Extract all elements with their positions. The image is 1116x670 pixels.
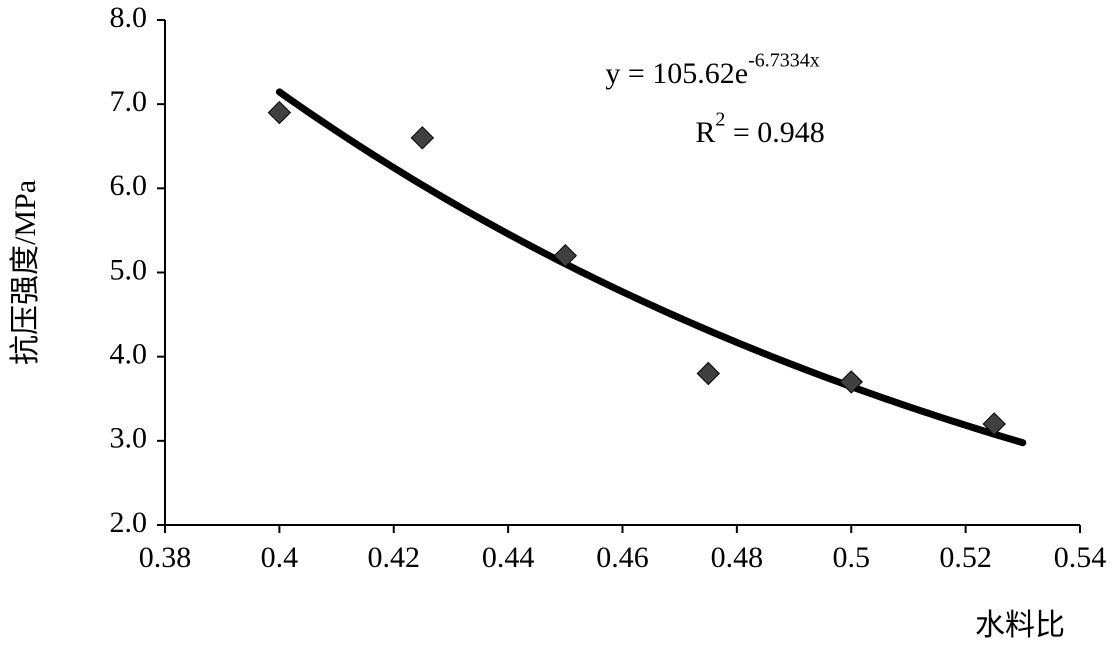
data-point-marker (268, 102, 290, 124)
y-axis-title: 抗压强度/MPa (9, 180, 42, 365)
x-tick-label: 0.4 (261, 541, 299, 574)
data-point-marker (411, 127, 433, 149)
x-tick-label: 0.38 (139, 541, 192, 574)
x-tick-label: 0.48 (711, 541, 764, 574)
x-tick-label: 0.52 (939, 541, 992, 574)
y-tick-label: 4.0 (110, 338, 148, 371)
chart-container: 2.0 3.0 4.0 5.0 6.0 7.0 8.0 0.38 0.4 0.42 0.44 0.46… (0, 0, 1116, 670)
y-tick-label: 8.0 (110, 1, 148, 34)
x-tick-label: 0.44 (482, 541, 535, 574)
y-tick-label: 7.0 (110, 85, 148, 118)
data-point-marker (697, 363, 719, 385)
fit-curve (279, 92, 1022, 443)
x-tick-label: 0.46 (596, 541, 649, 574)
y-tick-label: 2.0 (110, 506, 148, 539)
equation-line2: R2 = 0.948 (695, 109, 824, 150)
x-tick-label: 0.42 (368, 541, 421, 574)
y-tick-label: 3.0 (110, 422, 148, 455)
x-tick-label: 0.54 (1054, 541, 1107, 574)
y-tick-label: 5.0 (110, 253, 148, 286)
x-axis-title: 水料比 (975, 609, 1065, 642)
y-tick-label: 6.0 (110, 169, 148, 202)
equation-line1: y = 105.62e-6.7334x (605, 50, 819, 91)
chart-svg: 2.0 3.0 4.0 5.0 6.0 7.0 8.0 0.38 0.4 0.42 0.44 0.46… (0, 0, 1116, 670)
x-tick-label: 0.5 (833, 541, 871, 574)
